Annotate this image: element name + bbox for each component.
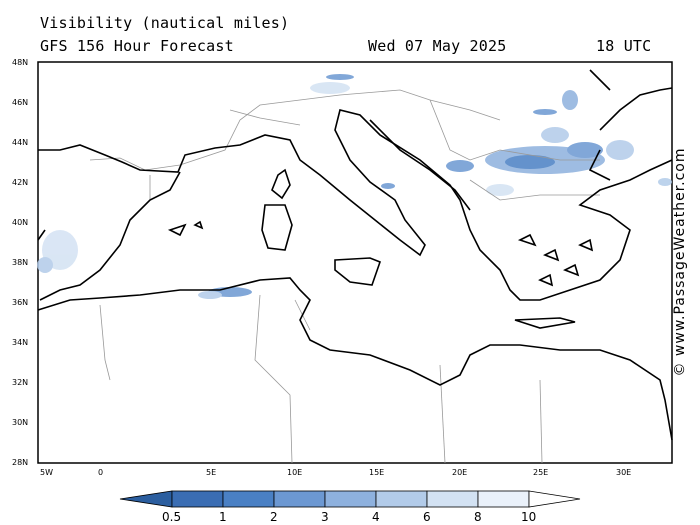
lon-label: 25E [533,468,549,477]
lon-label: 10E [287,468,303,477]
forecast-subtitle: GFS 156 Hour Forecast [40,37,234,55]
visibility-patches [37,74,672,299]
colorbar-label: 10 [521,510,537,524]
lat-label: 32N [12,378,29,387]
colorbar-label: 4 [372,510,380,524]
lon-label: 30E [616,468,632,477]
lon-label: 5E [206,468,217,477]
lat-label: 30N [12,418,29,427]
colorbar-label: 2 [270,510,278,524]
forecast-time: 18 UTC [596,37,652,55]
colorbar-low-arrow [119,490,173,508]
lat-label: 40N [12,218,29,227]
copyright-text: © www.PassageWeather.com [672,147,688,377]
colorbar-label: 3 [321,510,329,524]
colorbar [119,490,581,508]
map-title: Visibility (nautical miles) [40,14,290,32]
lon-label: 20E [452,468,468,477]
coastlines [37,69,673,441]
lat-label: 28N [12,458,29,467]
lat-label: 46N [12,98,29,107]
lat-label: 38N [12,258,29,267]
lat-label: 48N [12,58,29,67]
colorbar-label: 0.5 [162,510,182,524]
lon-label: 5W [40,468,53,477]
forecast-date: Wed 07 May 2025 [368,37,507,55]
colorbar-label: 1 [219,510,227,524]
lon-label: 0 [98,468,104,477]
map-frame [37,61,673,464]
lat-label: 44N [12,138,29,147]
colorbar-label: 8 [474,510,482,524]
colorbar-label: 6 [423,510,431,524]
lon-label: 15E [369,468,385,477]
lat-label: 34N [12,338,29,347]
lat-label: 36N [12,298,29,307]
lat-label: 42N [12,178,29,187]
colorbar-high-arrow [528,490,581,508]
country-borders [89,89,600,464]
